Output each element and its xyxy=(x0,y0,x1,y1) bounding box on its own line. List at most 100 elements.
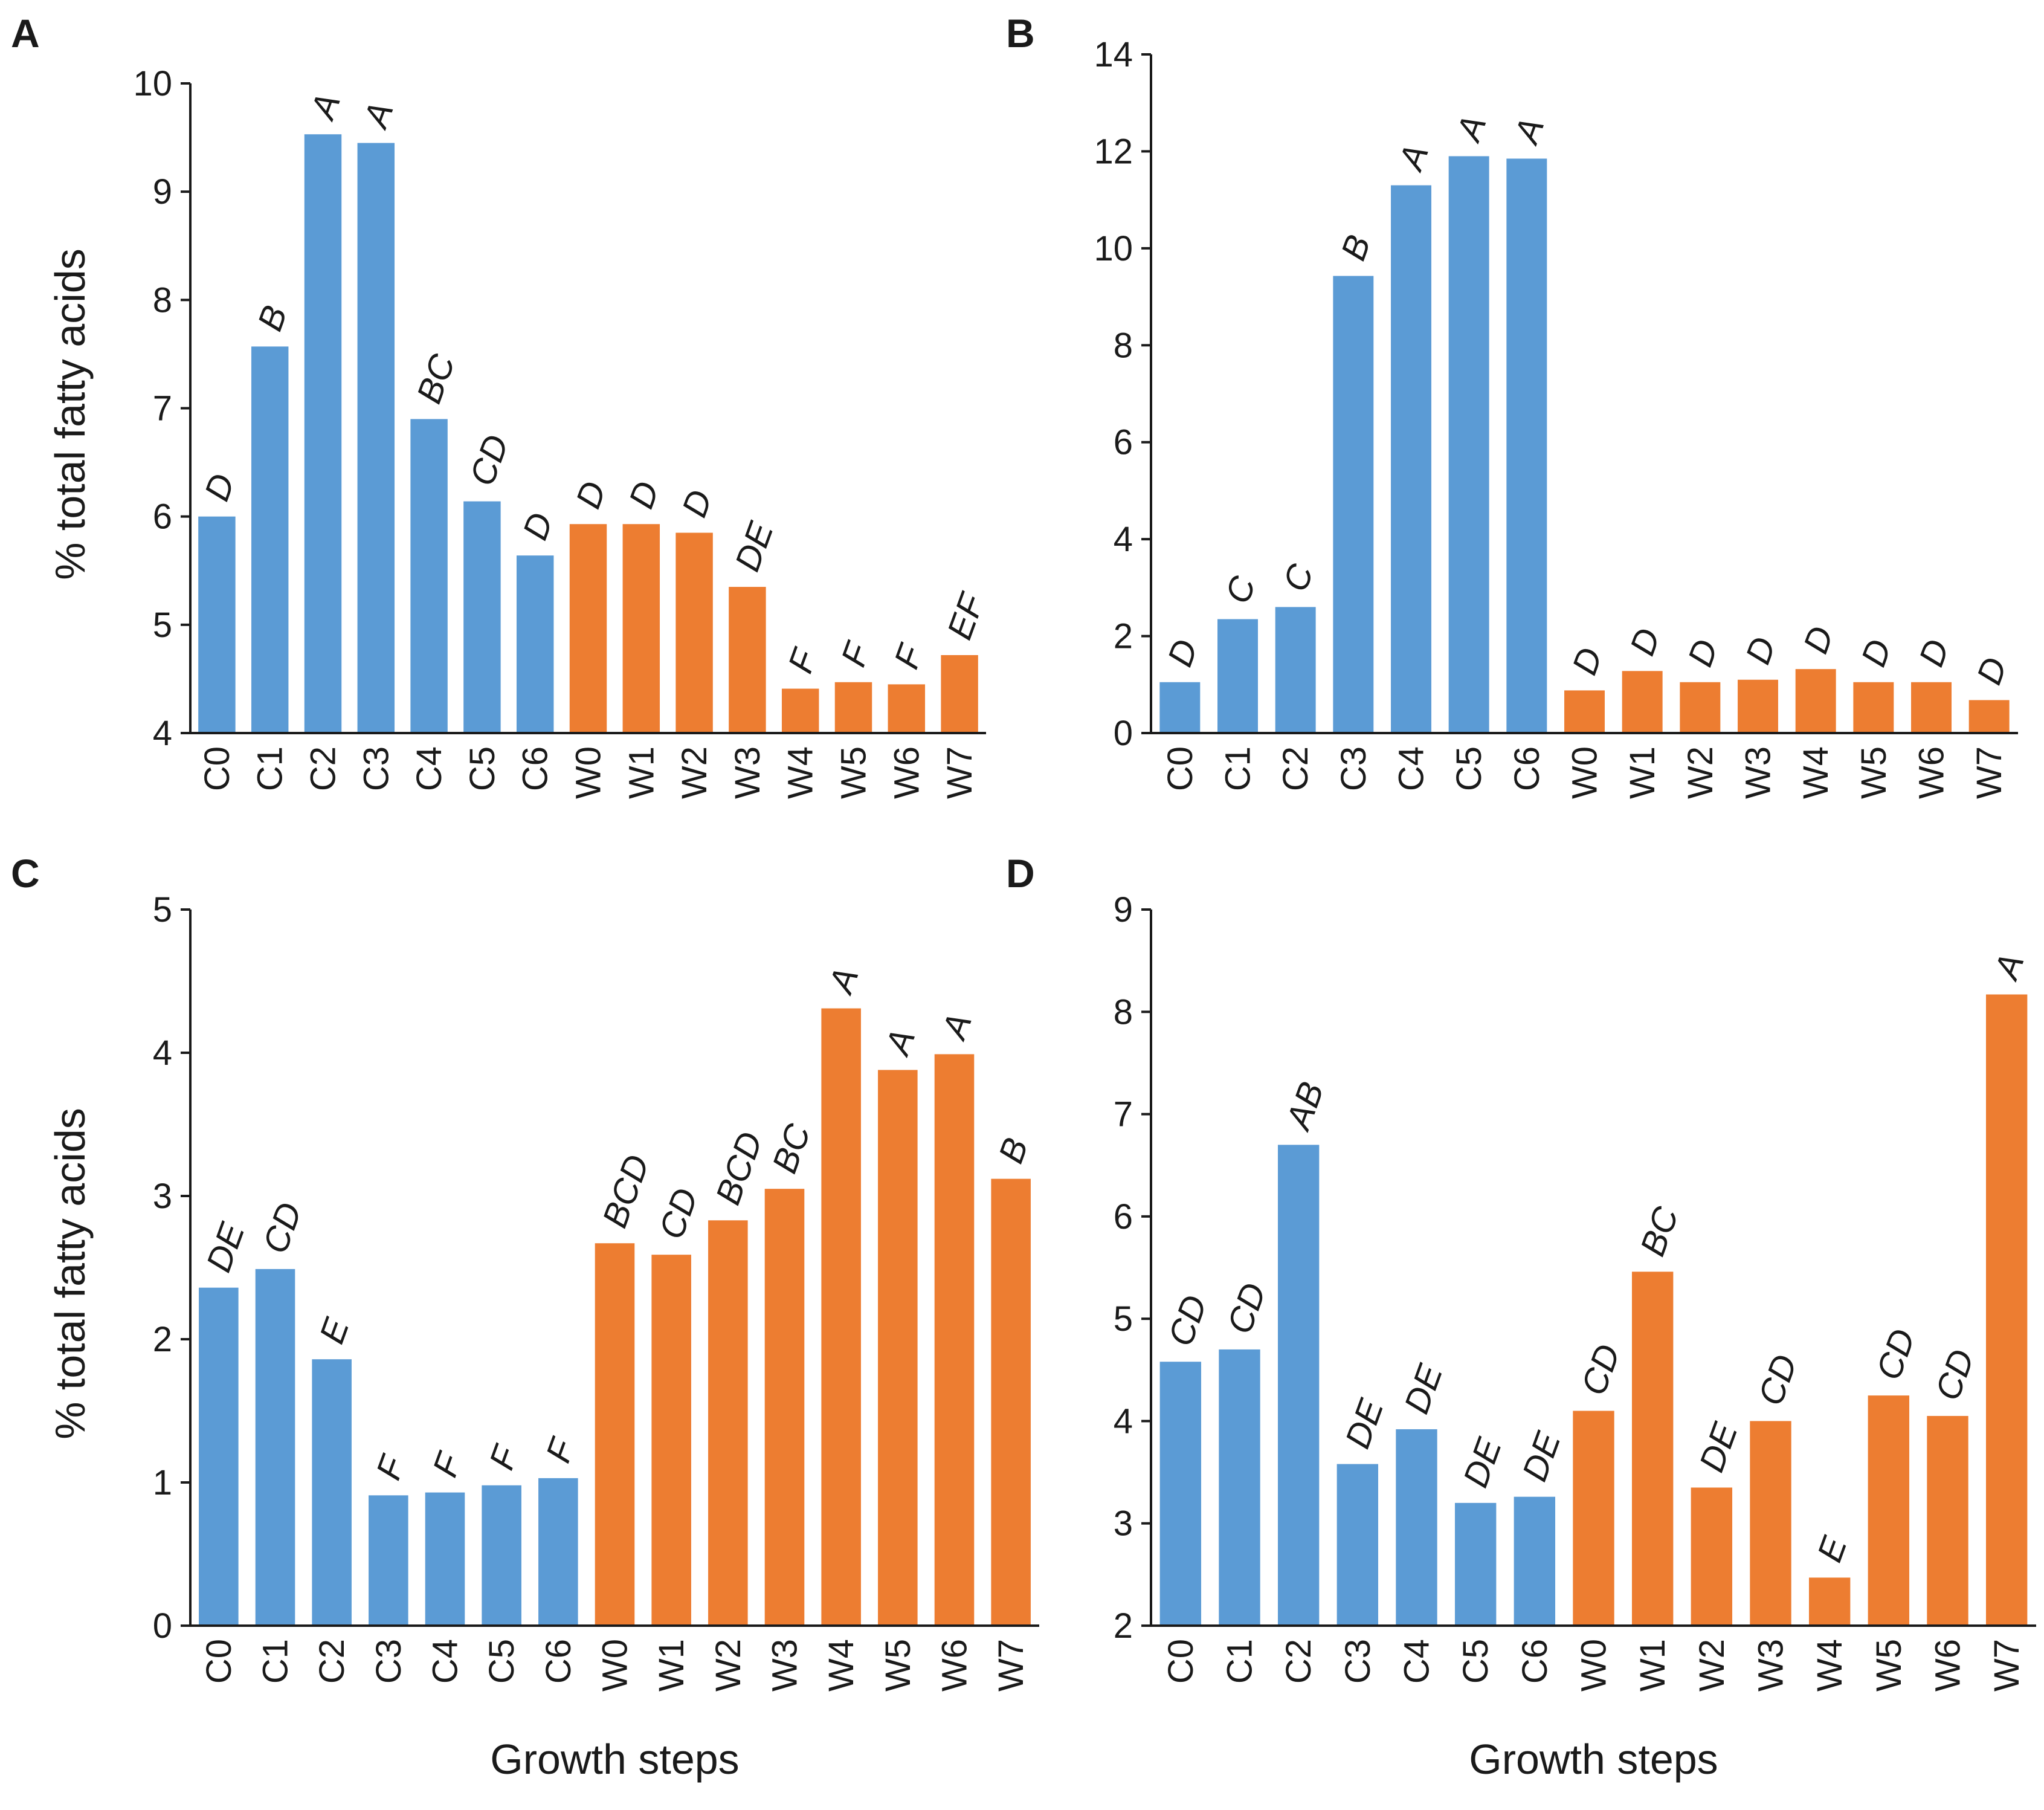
bar-w2 xyxy=(708,1220,748,1626)
significance-letter: CD xyxy=(651,1183,706,1244)
x-tick-label: C1 xyxy=(256,1639,295,1684)
x-tick-label: C4 xyxy=(426,1639,465,1684)
x-tick-label: W0 xyxy=(1575,1639,1614,1692)
x-tick-label: C0 xyxy=(198,746,237,791)
panel-d: D CD C0 CD C1 AB C2 DE C3 DE C4 DE C5 DE C6 CD W0 BC W1 DE W… xyxy=(1006,851,2036,1783)
bar-c0 xyxy=(199,1287,239,1626)
bar-c6 xyxy=(538,1478,578,1626)
y-tick-label: 3 xyxy=(1114,1504,1133,1543)
x-tick-label: W6 xyxy=(887,746,926,799)
bar-w1 xyxy=(622,524,660,733)
bar-w5 xyxy=(1853,682,1894,733)
bar-w0 xyxy=(595,1243,635,1626)
significance-letter: D xyxy=(1969,652,2014,690)
y-tick-label: 10 xyxy=(133,64,172,103)
x-tick-label: W3 xyxy=(728,746,767,799)
x-tick-label: W2 xyxy=(1681,746,1720,799)
significance-letter: F xyxy=(834,636,879,671)
bar-w0 xyxy=(569,524,607,733)
y-tick-label: 4 xyxy=(153,714,172,753)
x-tick-label: C6 xyxy=(516,746,555,791)
x-tick-label: C6 xyxy=(1515,1639,1555,1684)
bar-c0 xyxy=(198,516,236,733)
x-tick-label: W0 xyxy=(569,746,608,799)
significance-letter: A xyxy=(355,97,401,134)
bar-c5 xyxy=(463,501,501,733)
bar-c1 xyxy=(251,346,289,733)
x-tick-label: W0 xyxy=(596,1639,635,1692)
significance-letter: F xyxy=(781,642,825,678)
significance-letter: A xyxy=(1506,112,1552,149)
y-tick-label: 2 xyxy=(153,1320,172,1359)
significance-letter: D xyxy=(569,476,614,514)
y-tick-label: 5 xyxy=(153,606,172,645)
bar-c3 xyxy=(357,143,395,733)
panel-letter: D xyxy=(1006,851,1035,896)
y-tick-label: 1 xyxy=(153,1463,172,1502)
significance-letter: D xyxy=(1912,635,1957,672)
x-tick-label: C2 xyxy=(1279,1639,1318,1684)
y-tick-label: 9 xyxy=(153,172,172,212)
bar-w1 xyxy=(1622,671,1663,733)
significance-letter: BC xyxy=(1633,1201,1686,1261)
bar-c1 xyxy=(1219,1349,1260,1626)
significance-letter: F xyxy=(886,638,931,674)
significance-letter: F xyxy=(482,1439,526,1475)
x-tick-label: W1 xyxy=(1633,1639,1672,1692)
significance-letter: BC xyxy=(409,349,463,409)
y-tick-label: 0 xyxy=(153,1606,172,1646)
bar-w6 xyxy=(1927,1415,1968,1626)
significance-letter: DE xyxy=(727,516,781,576)
significance-letter: D xyxy=(1796,621,1841,659)
y-tick-label: 14 xyxy=(1094,35,1133,74)
significance-letter: A xyxy=(1986,948,2031,985)
x-tick-label: W2 xyxy=(1692,1639,1732,1692)
x-tick-label: C3 xyxy=(369,1639,408,1684)
significance-letter: A xyxy=(934,1008,979,1045)
x-tick-label: C5 xyxy=(1456,1639,1495,1684)
y-tick-label: 10 xyxy=(1094,229,1133,268)
panel-letter: B xyxy=(1006,11,1035,56)
x-tick-label: W7 xyxy=(991,1639,1031,1692)
y-tick-label: 8 xyxy=(1114,992,1133,1032)
significance-letter: C xyxy=(1218,570,1264,609)
y-tick-label: 3 xyxy=(153,1177,172,1216)
x-tick-label: W0 xyxy=(1565,746,1605,799)
significance-letter: C xyxy=(1275,558,1321,596)
significance-letter: A xyxy=(1448,110,1494,147)
x-tick-label: W4 xyxy=(781,746,821,799)
bar-c1 xyxy=(255,1269,295,1626)
x-tick-label: W1 xyxy=(652,1639,691,1692)
significance-letter: F xyxy=(369,1449,413,1485)
bar-w6 xyxy=(888,684,926,733)
bar-w7 xyxy=(941,655,978,733)
bar-c4 xyxy=(1391,185,1431,733)
bar-w3 xyxy=(729,587,766,733)
significance-letter: A xyxy=(877,1024,923,1061)
bar-c2 xyxy=(312,1359,352,1626)
significance-letter: CD xyxy=(1161,1290,1215,1351)
bar-c3 xyxy=(1333,276,1374,733)
y-tick-label: 4 xyxy=(153,1033,172,1073)
x-tick-label: C2 xyxy=(304,746,343,791)
y-tick-label: 2 xyxy=(1114,1606,1133,1646)
y-tick-label: 4 xyxy=(1114,520,1133,559)
bar-c3 xyxy=(369,1495,408,1626)
panel-letter: C xyxy=(11,851,40,896)
panel-a: A D C0 B C1 A C2 A C3 BC C4 CD C5 D C6 D W0 D W1 D W2 DE W3 F W4… xyxy=(11,11,993,799)
bar-c2 xyxy=(1275,607,1316,733)
bar-c1 xyxy=(1217,619,1258,733)
x-tick-label: C4 xyxy=(1392,746,1431,791)
bar-w5 xyxy=(834,682,872,733)
significance-letter: CD xyxy=(1869,1324,1923,1385)
x-tick-label: W4 xyxy=(1796,746,1836,799)
x-tick-label: C1 xyxy=(251,746,290,791)
x-tick-label: W5 xyxy=(1869,1639,1909,1692)
significance-letter: B xyxy=(1333,230,1378,265)
x-tick-label: C3 xyxy=(356,746,396,791)
x-tick-label: W5 xyxy=(834,746,874,799)
x-tick-label: C0 xyxy=(1161,1639,1201,1684)
x-tick-label: W6 xyxy=(935,1639,975,1692)
bar-w3 xyxy=(1750,1421,1791,1626)
